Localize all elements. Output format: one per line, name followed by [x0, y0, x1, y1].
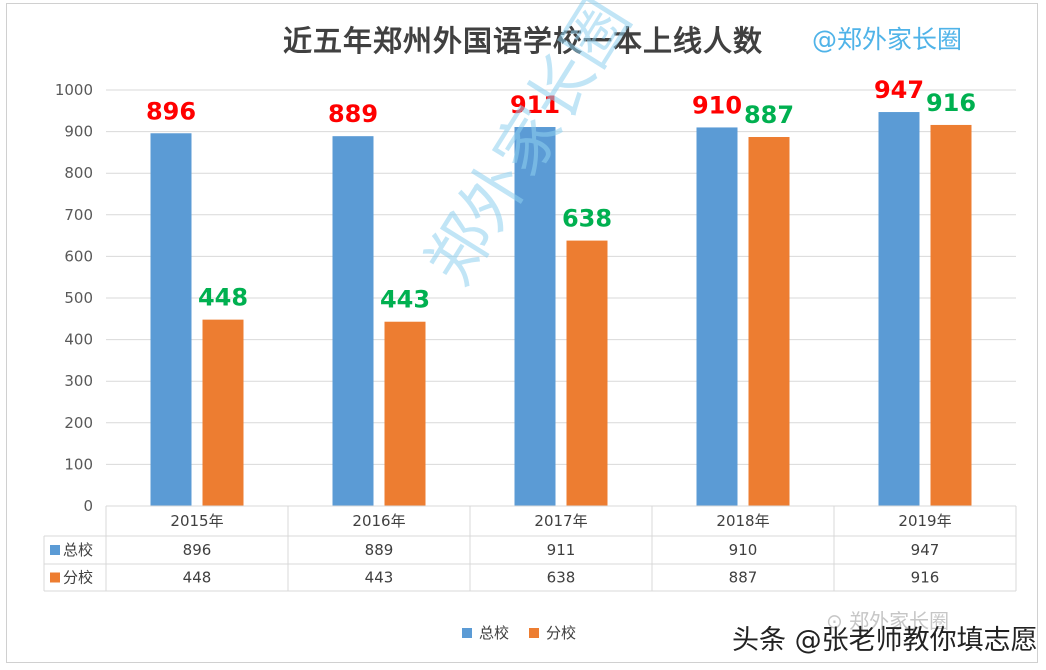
bar-branch [930, 124, 972, 506]
data-label-main: 889 [328, 100, 378, 128]
x-tick-label: 2017年 [534, 512, 587, 530]
data-label-main: 947 [874, 76, 924, 104]
bar-branch [748, 137, 790, 506]
y-tick-label: 700 [64, 206, 93, 224]
data-label-main: 910 [692, 91, 742, 119]
table-cell: 443 [365, 569, 394, 587]
chart-title: 近五年郑州外国语学校一本上线人数 [282, 24, 763, 58]
x-tick-label: 2019年 [898, 512, 951, 530]
bar-main [150, 133, 192, 506]
wechat-text: 郑外家长圈 [849, 609, 950, 633]
bar-main [878, 112, 920, 506]
wechat-icon: ⊙ [826, 609, 843, 633]
y-tick-label: 200 [64, 414, 93, 432]
x-tick-label: 2018年 [716, 512, 769, 530]
table-cell: 896 [183, 541, 212, 559]
legend-item-main: 总校 [462, 622, 509, 643]
table-cell: 889 [365, 541, 394, 559]
bar-branch [202, 319, 244, 506]
table-cell: 448 [183, 569, 212, 587]
data-label-branch: 443 [380, 286, 430, 314]
source-footer: 头条 @张老师教你填志愿 [732, 625, 1038, 656]
wechat-watermark: ⊙ 郑外家长圈 [826, 605, 949, 634]
table-cell: 947 [911, 541, 940, 559]
table-series-name: 总校 [63, 541, 93, 559]
watermark-handle: @郑外家长圈 [812, 25, 963, 54]
data-label-branch: 887 [744, 101, 794, 129]
legend-swatch-branch [529, 627, 540, 638]
y-tick-label: 1000 [55, 81, 93, 99]
y-tick-label: 100 [64, 455, 93, 473]
legend-label-branch: 分校 [546, 624, 577, 642]
y-tick-label: 300 [64, 372, 93, 390]
table-cell: 887 [729, 569, 758, 587]
legend-label-main: 总校 [479, 624, 510, 642]
table-series-swatch [50, 572, 60, 583]
table-cell: 638 [547, 569, 576, 587]
y-tick-label: 600 [64, 247, 93, 265]
data-label-main: 911 [510, 91, 560, 119]
x-tick-label: 2016年 [352, 512, 405, 530]
x-tick-label: 2015年 [170, 512, 223, 530]
bar-main [514, 127, 556, 507]
table-cell: 911 [547, 541, 576, 559]
data-label-branch: 638 [562, 205, 612, 233]
table-cell: 916 [911, 569, 940, 587]
legend-item-branch: 分校 [529, 622, 576, 643]
y-tick-label: 900 [64, 123, 93, 141]
data-label-branch: 448 [198, 284, 248, 312]
table-series-name: 分校 [63, 569, 93, 587]
data-label-main: 896 [146, 97, 196, 125]
bar-branch [384, 321, 426, 506]
chart-legend: 总校 分校 [462, 622, 576, 643]
bar-branch [566, 240, 608, 507]
table-cell: 910 [729, 541, 758, 559]
bar-main [332, 136, 374, 506]
y-tick-label: 0 [83, 497, 93, 515]
legend-swatch-main [462, 627, 472, 638]
y-tick-label: 800 [64, 164, 93, 182]
bar-main [696, 127, 738, 506]
y-tick-label: 400 [64, 331, 93, 349]
y-tick-label: 500 [64, 289, 93, 307]
table-series-swatch [50, 545, 60, 555]
data-label-branch: 916 [926, 89, 976, 117]
